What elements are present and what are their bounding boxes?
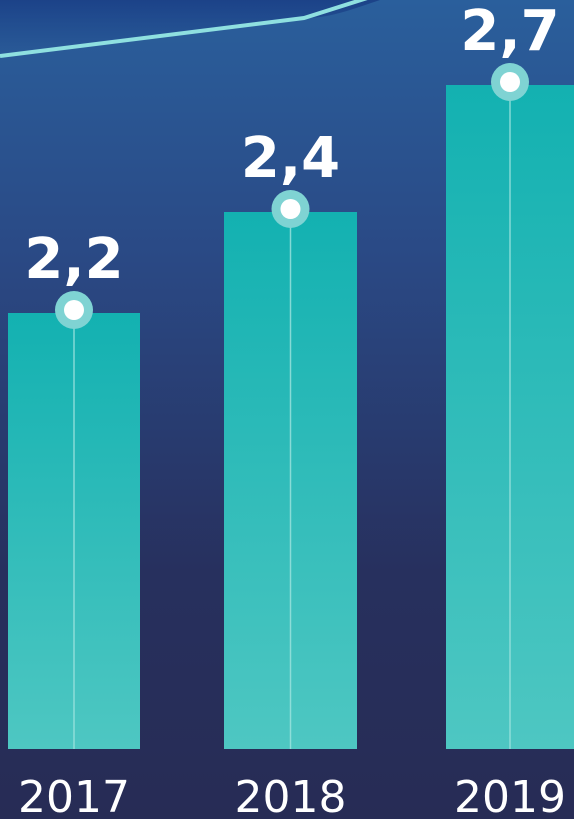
x-tick-label: 2017 <box>18 772 130 819</box>
trend-line <box>0 0 368 58</box>
trend-area <box>0 0 380 56</box>
x-tick-label: 2018 <box>235 772 347 819</box>
value-marker-dot <box>64 300 84 320</box>
x-tick-label: 2019 <box>454 772 566 819</box>
data-label: 2,2 <box>24 227 123 292</box>
data-label: 2,4 <box>241 126 340 191</box>
value-marker-dot <box>280 199 301 219</box>
data-label: 2,7 <box>460 0 559 64</box>
value-marker-dot <box>500 72 520 92</box>
